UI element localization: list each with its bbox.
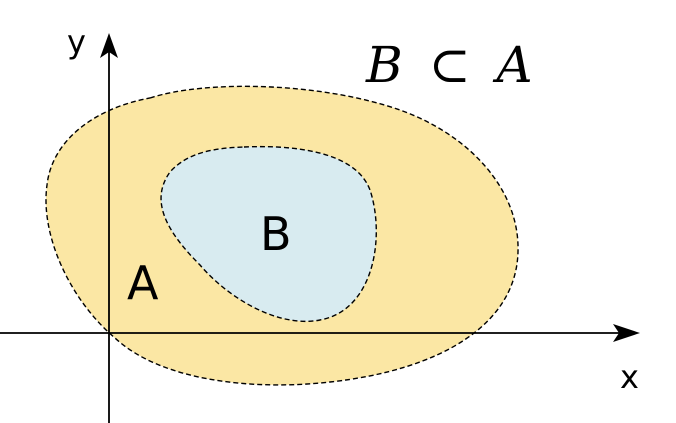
y-axis-arrow-icon (100, 33, 118, 58)
relation-left: B (365, 36, 403, 94)
y-axis-label: y (67, 23, 86, 61)
x-axis-arrow-icon (613, 324, 640, 342)
subset-symbol: ⊂ (429, 36, 471, 94)
relation-right: A (492, 36, 532, 94)
x-axis-label: x (620, 358, 639, 396)
set-b-region (160, 145, 377, 322)
set-a-label: A (127, 256, 159, 310)
subset-relation: B ⊂ A (365, 36, 533, 94)
set-b-label: B (260, 207, 292, 261)
